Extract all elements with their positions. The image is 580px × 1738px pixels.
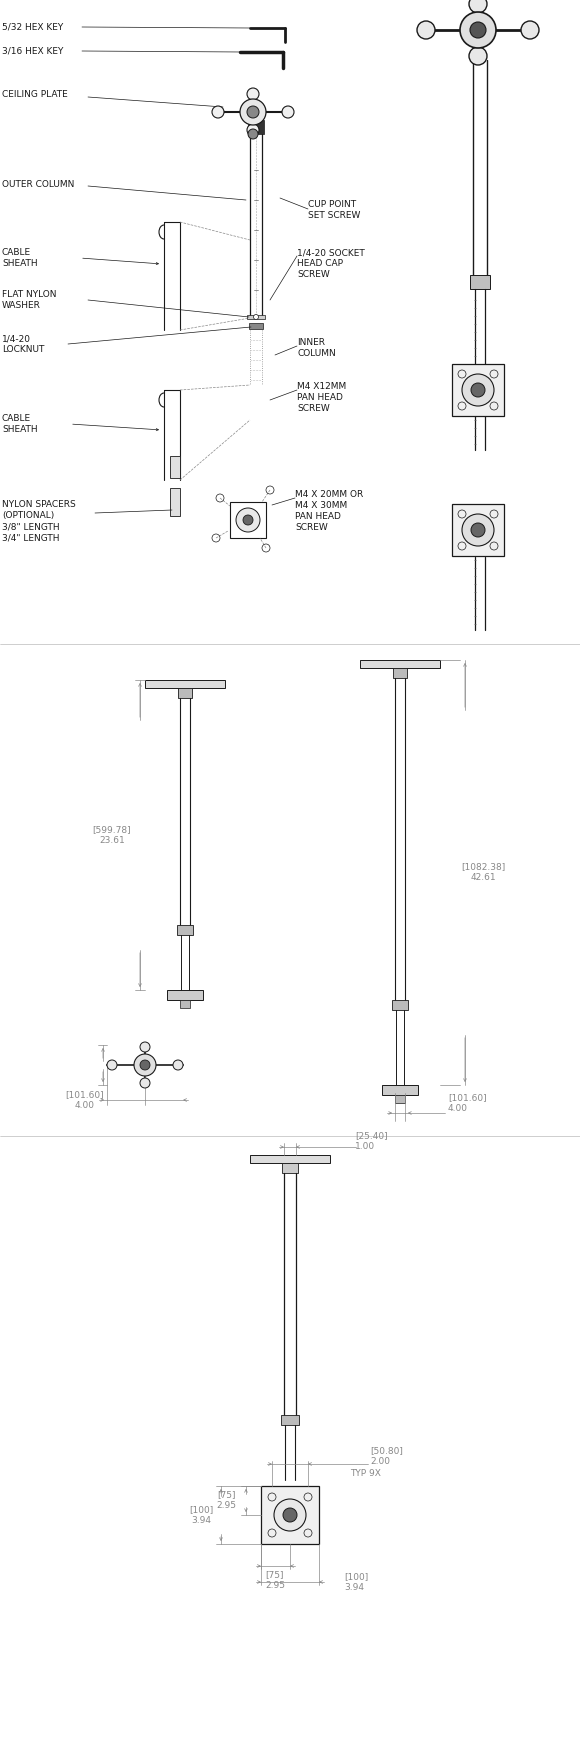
Bar (452, 504, 504, 556)
Text: CEILING PLATE: CEILING PLATE (2, 90, 68, 99)
Bar (170, 455, 180, 478)
Text: 5/32 HEX KEY: 5/32 HEX KEY (2, 23, 63, 31)
Circle shape (417, 21, 435, 38)
Circle shape (521, 21, 539, 38)
Bar (248, 120, 264, 134)
Circle shape (247, 106, 259, 118)
Circle shape (462, 374, 494, 407)
Circle shape (470, 23, 486, 38)
Bar (281, 1415, 299, 1425)
Circle shape (462, 514, 494, 546)
Text: [25.40]
1.00: [25.40] 1.00 (355, 1131, 387, 1151)
Bar (382, 1085, 418, 1095)
Circle shape (248, 129, 258, 139)
Text: [100]
3.94: [100] 3.94 (189, 1505, 213, 1524)
Bar (470, 275, 490, 289)
Bar (392, 999, 408, 1010)
Bar (452, 363, 504, 415)
Circle shape (212, 106, 224, 118)
Bar (393, 667, 407, 678)
Text: NYLON SPACERS
(OPTIONAL)
3/8" LENGTH
3/4" LENGTH: NYLON SPACERS (OPTIONAL) 3/8" LENGTH 3/4… (2, 501, 76, 542)
Circle shape (236, 507, 260, 532)
Text: 3/16 HEX KEY: 3/16 HEX KEY (2, 45, 63, 56)
Circle shape (274, 1498, 306, 1531)
Circle shape (140, 1060, 150, 1071)
Text: [101.60]
4.00: [101.60] 4.00 (66, 1090, 104, 1109)
Bar (261, 1486, 319, 1543)
Bar (395, 1095, 405, 1104)
Text: CABLE
SHEATH: CABLE SHEATH (2, 414, 38, 434)
Bar (360, 660, 440, 667)
Circle shape (107, 1060, 117, 1071)
Bar (250, 1156, 330, 1163)
Text: [599.78]
23.61: [599.78] 23.61 (93, 826, 131, 845)
Circle shape (460, 12, 496, 49)
Circle shape (247, 123, 259, 136)
Circle shape (469, 47, 487, 64)
Circle shape (140, 1043, 150, 1051)
Circle shape (282, 106, 294, 118)
Bar (170, 488, 180, 516)
Bar (180, 999, 190, 1008)
Text: [101.60]
4.00: [101.60] 4.00 (448, 1093, 487, 1112)
Bar (247, 315, 265, 320)
Circle shape (253, 315, 259, 320)
Text: OUTER COLUMN: OUTER COLUMN (2, 181, 74, 189)
Circle shape (283, 1509, 297, 1522)
Text: TYP 9X: TYP 9X (350, 1470, 381, 1479)
Text: CUP POINT
SET SCREW: CUP POINT SET SCREW (308, 200, 360, 221)
Text: FLAT NYLON
WASHER: FLAT NYLON WASHER (2, 290, 56, 309)
Circle shape (140, 1078, 150, 1088)
Bar (177, 925, 193, 935)
Text: 1/4-20
LOCKNUT: 1/4-20 LOCKNUT (2, 334, 45, 355)
Bar (282, 1163, 298, 1173)
Text: [50.80]
2.00: [50.80] 2.00 (370, 1446, 403, 1465)
Circle shape (471, 523, 485, 537)
Text: 1/4-20 SOCKET
HEAD CAP
SCREW: 1/4-20 SOCKET HEAD CAP SCREW (297, 249, 365, 280)
Circle shape (243, 514, 253, 525)
Text: [1082.38]
42.61: [1082.38] 42.61 (461, 862, 505, 881)
Bar (230, 502, 266, 539)
Text: CABLE
SHEATH: CABLE SHEATH (2, 249, 38, 268)
Circle shape (247, 89, 259, 101)
Bar (145, 680, 225, 688)
Circle shape (471, 382, 485, 396)
Circle shape (240, 99, 266, 125)
Bar (178, 688, 192, 699)
Circle shape (134, 1053, 156, 1076)
Text: INNER
COLUMN: INNER COLUMN (297, 337, 336, 358)
Text: M4 X12MM
PAN HEAD
SCREW: M4 X12MM PAN HEAD SCREW (297, 382, 346, 414)
Bar (167, 991, 203, 999)
Text: [75]
2.95: [75] 2.95 (265, 1571, 285, 1590)
Text: M4 X 20MM OR
M4 X 30MM
PAN HEAD
SCREW: M4 X 20MM OR M4 X 30MM PAN HEAD SCREW (295, 490, 363, 532)
Text: [75]
2.95: [75] 2.95 (216, 1489, 236, 1510)
Circle shape (173, 1060, 183, 1071)
Bar (249, 323, 263, 328)
Circle shape (469, 0, 487, 12)
Text: [100]
3.94: [100] 3.94 (344, 1573, 368, 1592)
